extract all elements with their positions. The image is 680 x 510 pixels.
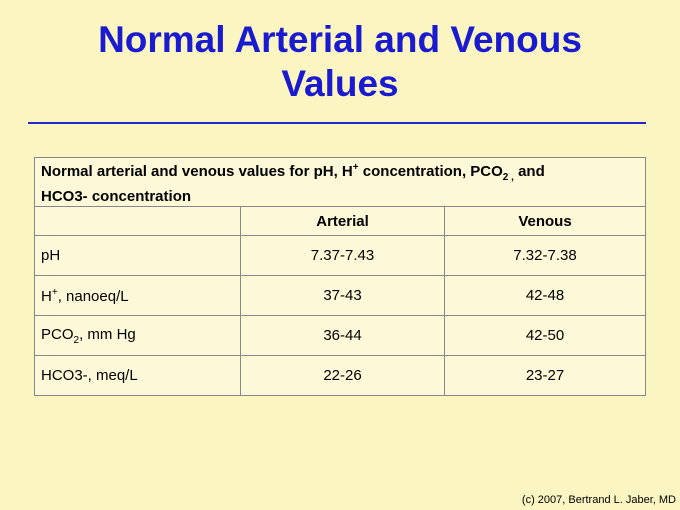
caption-text-line2: HCO3- concentration	[41, 188, 192, 205]
caption-sub: 2 ,	[502, 172, 514, 183]
row-label: pH	[34, 235, 241, 276]
arterial-value: 37-43	[240, 275, 445, 316]
row-label: PCO2, mm Hg	[34, 315, 241, 356]
arterial-value: 36-44	[240, 315, 445, 356]
table-row: pH 7.37-7.43 7.32-7.38	[34, 235, 646, 276]
header-param	[34, 206, 241, 236]
table-header-row: Arterial Venous	[34, 206, 646, 236]
row-label: HCO3-, meq/L	[34, 355, 241, 396]
venous-value: 7.32-7.38	[444, 235, 646, 276]
venous-value: 42-48	[444, 275, 646, 316]
caption-text-1: Normal arterial and venous values for pH…	[41, 163, 353, 180]
row-label-text: H	[41, 287, 52, 305]
header-venous: Venous	[444, 206, 646, 236]
values-table: Normal arterial and venous values for pH…	[34, 157, 646, 396]
table-caption-row: Normal arterial and venous values for pH…	[34, 157, 646, 207]
table-row: HCO3-, meq/L 22-26 23-27	[34, 355, 646, 396]
caption-text-3: and	[513, 163, 545, 180]
arterial-value: 22-26	[240, 355, 445, 396]
row-label-unit: , nanoeq/L	[57, 287, 129, 305]
slide-title-line1: Normal Arterial and Venous	[98, 19, 582, 60]
slide-title-line2: Values	[281, 63, 399, 104]
table-row: H+, nanoeq/L 37-43 42-48	[34, 275, 646, 316]
arterial-value: 7.37-7.43	[240, 235, 445, 276]
title-divider	[28, 122, 646, 124]
row-label-text: PCO	[41, 325, 74, 343]
row-label-sub: 2	[73, 334, 80, 346]
venous-value: 23-27	[444, 355, 646, 396]
caption-text-2: concentration, PCO	[358, 163, 503, 180]
venous-value: 42-50	[444, 315, 646, 356]
copyright-credit: (c) 2007, Bertrand L. Jaber, MD	[521, 494, 676, 506]
table-caption: Normal arterial and venous values for pH…	[34, 157, 646, 207]
caption-sup: +	[352, 162, 359, 173]
row-label-sup: +	[51, 286, 58, 298]
slide-title: Normal Arterial and Venous Values	[0, 18, 680, 106]
row-label-unit: , mm Hg	[79, 325, 136, 343]
row-label: H+, nanoeq/L	[34, 275, 241, 316]
header-arterial: Arterial	[240, 206, 445, 236]
table-row: PCO2, mm Hg 36-44 42-50	[34, 315, 646, 356]
